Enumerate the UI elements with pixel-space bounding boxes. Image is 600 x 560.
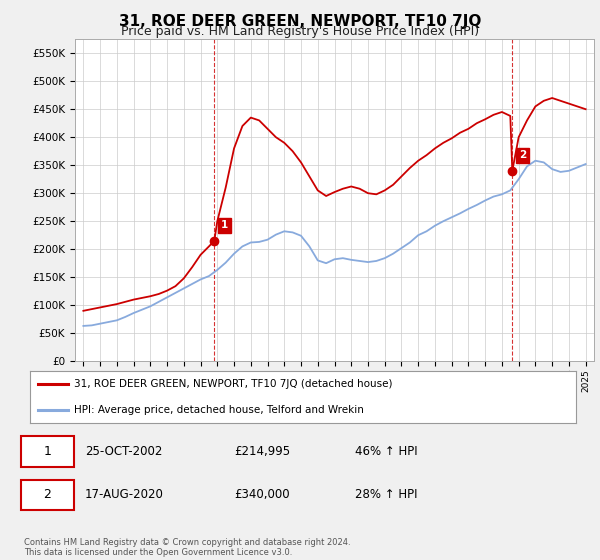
Text: 1: 1 (221, 221, 228, 231)
Text: £214,995: £214,995 (234, 445, 290, 458)
Text: 17-AUG-2020: 17-AUG-2020 (85, 488, 164, 501)
Text: 2: 2 (44, 488, 52, 501)
Text: 46% ↑ HPI: 46% ↑ HPI (355, 445, 418, 458)
Text: 2: 2 (519, 151, 526, 161)
Text: 25-OCT-2002: 25-OCT-2002 (85, 445, 162, 458)
FancyBboxPatch shape (21, 436, 74, 466)
Text: HPI: Average price, detached house, Telford and Wrekin: HPI: Average price, detached house, Telf… (74, 405, 364, 415)
FancyBboxPatch shape (21, 479, 74, 510)
Text: Price paid vs. HM Land Registry's House Price Index (HPI): Price paid vs. HM Land Registry's House … (121, 25, 479, 38)
Text: Contains HM Land Registry data © Crown copyright and database right 2024.
This d: Contains HM Land Registry data © Crown c… (24, 538, 350, 557)
Text: 31, ROE DEER GREEN, NEWPORT, TF10 7JQ: 31, ROE DEER GREEN, NEWPORT, TF10 7JQ (119, 14, 481, 29)
Text: 31, ROE DEER GREEN, NEWPORT, TF10 7JQ (detached house): 31, ROE DEER GREEN, NEWPORT, TF10 7JQ (d… (74, 379, 392, 389)
Text: 28% ↑ HPI: 28% ↑ HPI (355, 488, 418, 501)
Text: 1: 1 (44, 445, 52, 458)
Text: £340,000: £340,000 (234, 488, 289, 501)
